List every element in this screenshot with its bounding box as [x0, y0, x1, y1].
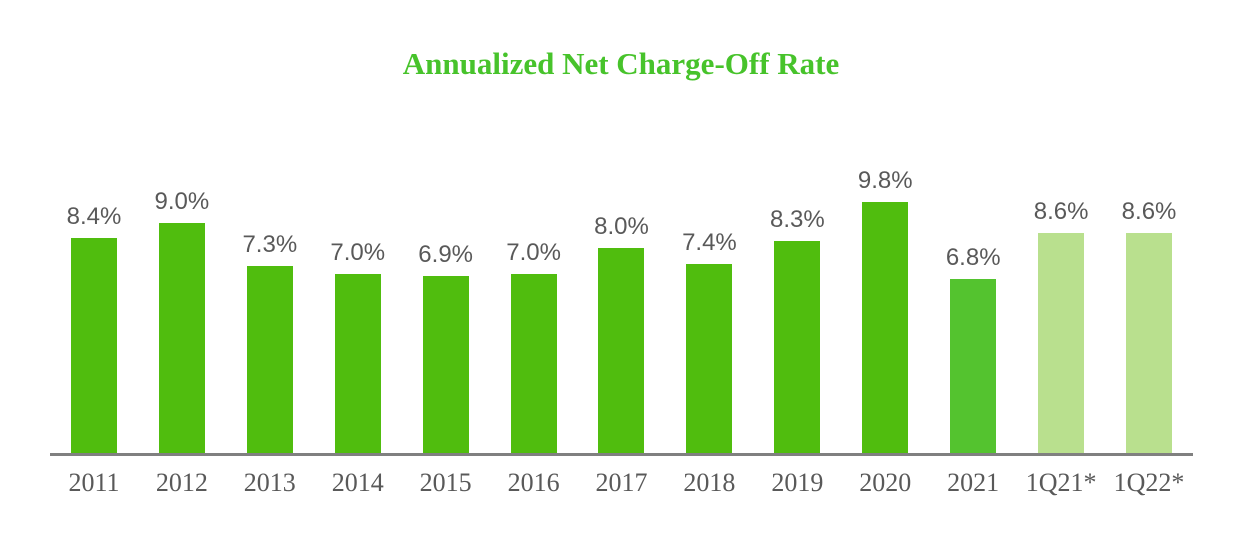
bar-value-label: 9.0%: [154, 188, 210, 215]
bar-column-1Q21*: 8.6%: [1017, 0, 1105, 453]
bar-2017: [598, 248, 645, 453]
bar-value-label: 8.6%: [1121, 198, 1177, 225]
bar-2012: [158, 223, 205, 453]
x-axis-label-2016: 2016: [507, 468, 560, 497]
x-axis-label-2015: 2015: [419, 468, 472, 497]
bar-column-2014: 7.0%: [314, 0, 402, 453]
bar-2019: [774, 241, 821, 453]
bar-column-2012: 9.0%: [138, 0, 226, 453]
x-axis-labels: 2011 2012 2013 2014 2015 2016 2017 2018 2019 2020…: [50, 468, 1193, 498]
bar-column-2019: 8.3%: [753, 0, 841, 453]
bar-value-label: 8.4%: [66, 203, 122, 230]
x-axis-label-2017: 2017: [595, 468, 648, 497]
x-axis-label-1Q22*: 1Q22*: [1113, 468, 1185, 497]
x-axis-label-2013: 2013: [243, 468, 296, 497]
plot-area: 8.4% 9.0% 7.3% 7.0% 6.9% 7.0% 8.0% 7.4% 8.3% 9.8%…: [50, 0, 1193, 550]
x-axis-line: [50, 453, 1193, 456]
bar-1Q22*: [1126, 233, 1173, 453]
x-axis-label-2011: 2011: [68, 468, 120, 497]
x-axis-label-2018: 2018: [683, 468, 736, 497]
bar-value-label: 8.6%: [1033, 198, 1089, 225]
bar-value-label: 6.8%: [945, 244, 1001, 271]
bar-value-label: 8.3%: [769, 206, 825, 233]
bar-column-2020: 9.8%: [841, 0, 929, 453]
bar-column-2017: 8.0%: [578, 0, 666, 453]
bar-value-label: 6.9%: [418, 241, 473, 268]
bar-value-label: 7.0%: [506, 239, 561, 266]
bar-value-label: 7.4%: [682, 229, 737, 256]
bar-2011: [70, 238, 117, 453]
bar-column-1Q22*: 8.6%: [1105, 0, 1193, 453]
chart-title: Annualized Net Charge-Off Rate: [402, 46, 840, 81]
bar-column-2016: 7.0%: [490, 0, 578, 453]
bar-2021: [950, 279, 997, 453]
bar-column-2013: 7.3%: [226, 0, 314, 453]
bars-container: 8.4% 9.0% 7.3% 7.0% 6.9% 7.0% 8.0% 7.4% 8.3% 9.8%…: [50, 0, 1193, 453]
bar-2014: [334, 274, 381, 453]
bar-value-label: 9.8%: [857, 167, 913, 194]
x-axis-label-1Q21*: 1Q21*: [1025, 468, 1097, 497]
x-axis-label-2012: 2012: [155, 468, 208, 497]
x-axis-label-2014: 2014: [331, 468, 384, 497]
bar-2020: [862, 202, 909, 453]
bar-value-label: 7.0%: [330, 239, 386, 266]
bar-value-label: 8.0%: [594, 213, 649, 240]
bar-1Q21*: [1038, 233, 1085, 453]
bar-column-2011: 8.4%: [50, 0, 138, 453]
bar-column-2015: 6.9%: [402, 0, 490, 453]
bar-value-label: 7.3%: [242, 231, 298, 258]
x-axis-label-2020: 2020: [859, 468, 912, 497]
x-axis-label-2021: 2021: [947, 468, 1000, 497]
bar-2016: [510, 274, 557, 453]
bar-column-2021: 6.8%: [929, 0, 1017, 453]
bar-2015: [422, 276, 469, 453]
bar-column-2018: 7.4%: [665, 0, 753, 453]
bar-2013: [246, 266, 293, 453]
bar-2018: [686, 264, 733, 453]
x-axis-label-2019: 2019: [771, 468, 824, 497]
